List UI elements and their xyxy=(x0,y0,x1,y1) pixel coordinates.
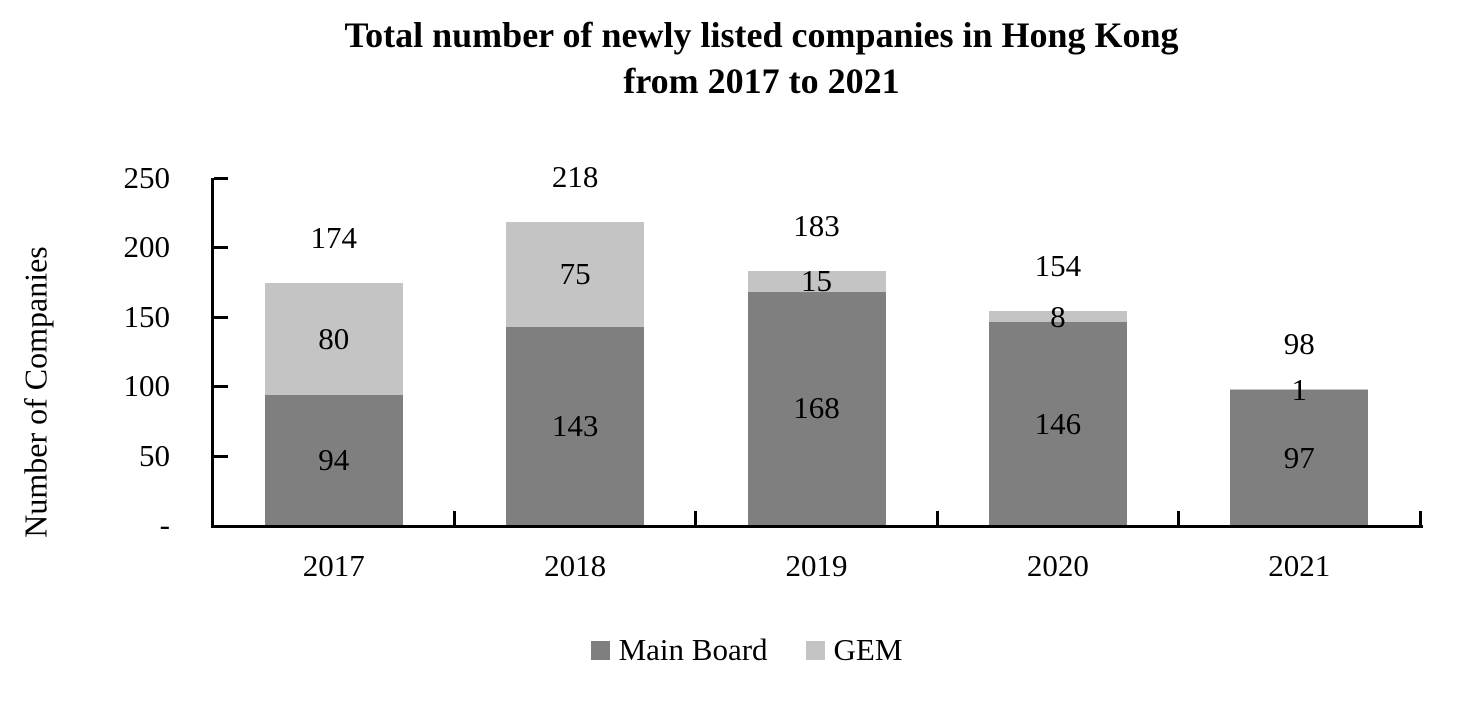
bar-segment-main-board-2018 xyxy=(506,326,645,525)
segment-label-main-board-2017: 94 xyxy=(318,441,350,477)
total-label-2019: 183 xyxy=(793,207,840,243)
bar-segment-gem-2021 xyxy=(1230,388,1369,391)
y-tick-mark-50 xyxy=(214,455,228,458)
bar-segment-gem-2020 xyxy=(988,311,1127,323)
bar-segment-gem-2019 xyxy=(747,270,886,292)
bar-segment-main-board-2019 xyxy=(747,291,886,525)
segment-label-main-board-2018: 143 xyxy=(551,407,599,443)
segment-label-main-board-2021: 97 xyxy=(1283,439,1315,475)
legend-item-gem: GEM xyxy=(805,632,903,668)
y-axis-line xyxy=(211,178,214,528)
y-tick-label-150: 150 xyxy=(123,298,171,334)
bar-segment-main-board-2017 xyxy=(264,394,403,525)
segment-label-gem-2021: 1 xyxy=(1291,371,1308,407)
y-tick-mark-150 xyxy=(214,316,228,319)
chart-title-line1: Total number of newly listed companies i… xyxy=(344,15,1179,55)
legend-label-gem: GEM xyxy=(833,632,903,667)
total-label-2017: 174 xyxy=(310,220,357,256)
legend-label-main-board: Main Board xyxy=(618,632,768,667)
chart-title: Total number of newly listed companies i… xyxy=(60,12,1463,104)
y-tick-label-100: 100 xyxy=(123,368,171,404)
bar-segment-gem-2017 xyxy=(264,283,403,395)
y-tick-label-250: 250 xyxy=(123,160,171,195)
category-label-2019: 2019 xyxy=(785,548,848,583)
x-tick-mark-4 xyxy=(1177,511,1181,525)
y-tick-mark-100 xyxy=(214,385,228,388)
segment-label-gem-2020: 8 xyxy=(1050,298,1066,334)
category-label-2021: 2021 xyxy=(1268,548,1331,583)
bar-segment-gem-2018 xyxy=(506,222,645,327)
category-label-2020: 2020 xyxy=(1026,548,1089,583)
x-tick-mark-3 xyxy=(935,511,939,525)
x-tick-mark-2 xyxy=(694,511,698,525)
y-tick-mark-250 xyxy=(214,177,228,180)
y-tick-label-200: 200 xyxy=(123,229,171,265)
bar-segment-main-board-2020 xyxy=(988,322,1127,525)
segment-label-gem-2017: 80 xyxy=(318,321,350,356)
x-tick-mark-5 xyxy=(1418,511,1422,525)
total-label-2020: 154 xyxy=(1034,248,1082,284)
x-axis-line xyxy=(211,525,1423,528)
segment-label-main-board-2019: 168 xyxy=(793,390,840,426)
chart-title-line2: from 2017 to 2021 xyxy=(623,61,900,101)
y-tick-mark-200 xyxy=(214,246,228,249)
segment-label-gem-2018: 75 xyxy=(559,256,591,292)
total-label-2018: 218 xyxy=(551,159,599,195)
bar-segment-main-board-2021 xyxy=(1230,390,1369,525)
y-tick-label--: - xyxy=(159,507,170,542)
x-tick-mark-1 xyxy=(452,511,456,525)
legend-item-main-board: Main Board xyxy=(590,632,768,668)
legend-swatch-gem xyxy=(805,640,825,660)
legend-swatch-main-board xyxy=(590,640,610,660)
category-label-2017: 2017 xyxy=(302,548,365,583)
segment-label-gem-2019: 15 xyxy=(801,263,832,299)
total-label-2021: 98 xyxy=(1283,325,1315,361)
legend: Main Board GEM xyxy=(30,632,1463,668)
segment-label-main-board-2020: 146 xyxy=(1034,405,1082,441)
category-label-2018: 2018 xyxy=(544,548,607,583)
y-tick-label-50: 50 xyxy=(139,437,170,473)
